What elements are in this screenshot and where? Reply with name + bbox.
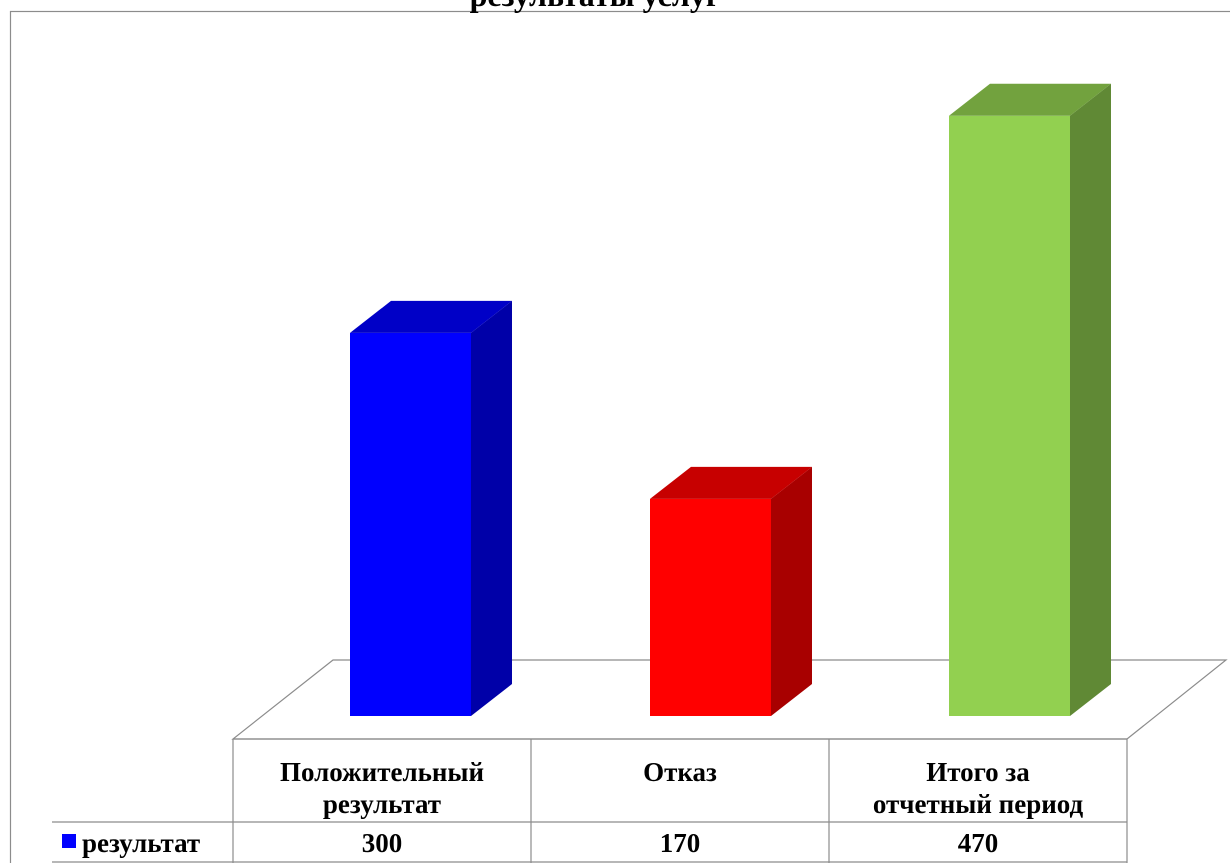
value-label-1: 170 [660,828,701,858]
category-label-1: Отказ [643,757,717,787]
value-labels: 300 170 470 [362,828,999,858]
bar-side [1070,84,1111,716]
legend-series-name: результат [82,828,200,858]
chart-title: результаты услуг [470,0,721,13]
bar-2 [949,84,1111,716]
bar-front [949,116,1070,716]
bar-side [471,301,512,716]
bar-side [771,467,812,716]
bar-1 [650,467,812,716]
legend-swatch [62,834,76,848]
bar-front [650,499,771,716]
bar-0 [350,301,512,716]
bars-group [350,84,1111,716]
value-label-0: 300 [362,828,403,858]
bar-front [350,333,471,716]
value-label-2: 470 [958,828,999,858]
